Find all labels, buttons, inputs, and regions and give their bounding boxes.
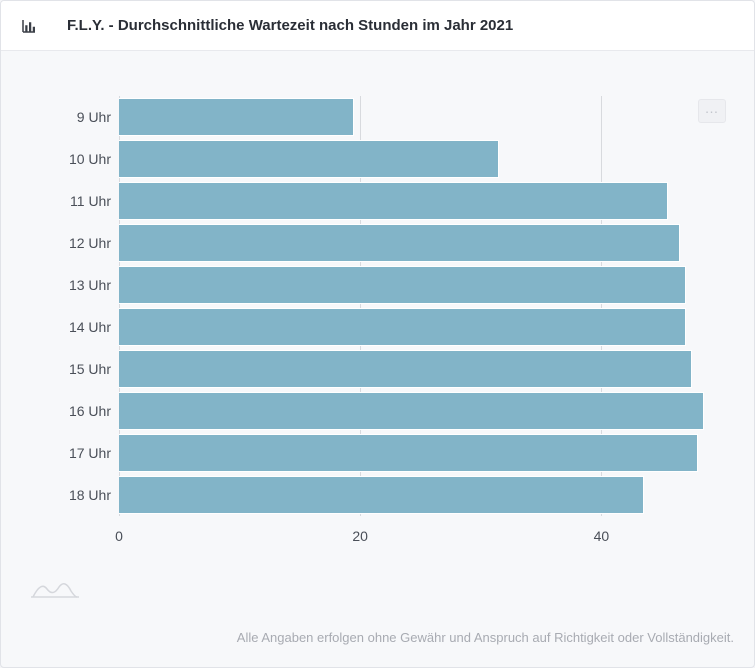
bar-row (119, 434, 722, 473)
x-tick-label: 20 (352, 528, 368, 544)
y-tick-label: 18 Uhr (31, 487, 111, 503)
chart-title: F.L.Y. - Durchschnittliche Wartezeit nac… (67, 17, 513, 34)
reset-zoom-icon[interactable] (31, 577, 79, 599)
bar[interactable] (119, 350, 692, 389)
y-tick-label: 11 Uhr (31, 193, 111, 209)
chart-area: 0 20 40 9 Uhr 10 Uhr 11 Uhr 12 Uhr 13 Uhr 14 Uhr… (31, 96, 734, 566)
chart-card: F.L.Y. - Durchschnittliche Wartezeit nac… (0, 0, 755, 668)
bar[interactable] (119, 98, 354, 137)
bar-row (119, 182, 722, 221)
y-tick-label: 14 Uhr (31, 319, 111, 335)
card-header: F.L.Y. - Durchschnittliche Wartezeit nac… (1, 1, 754, 51)
chart-menu-button[interactable]: … (698, 99, 726, 123)
x-tick-label: 40 (594, 528, 610, 544)
y-tick-label: 15 Uhr (31, 361, 111, 377)
bar-row (119, 476, 722, 515)
bar-chart-icon (19, 16, 39, 36)
bar-row (119, 308, 722, 347)
bar[interactable] (119, 182, 668, 221)
bar[interactable] (119, 266, 686, 305)
bar-row (119, 224, 722, 263)
y-tick-label: 16 Uhr (31, 403, 111, 419)
bar-row (119, 392, 722, 431)
y-tick-label: 13 Uhr (31, 277, 111, 293)
bar-row (119, 98, 722, 137)
bar[interactable] (119, 140, 499, 179)
y-tick-label: 10 Uhr (31, 151, 111, 167)
y-tick-label: 17 Uhr (31, 445, 111, 461)
bar[interactable] (119, 308, 686, 347)
bar-row (119, 266, 722, 305)
plot-area (119, 96, 722, 516)
bar[interactable] (119, 476, 644, 515)
bar-row (119, 140, 722, 179)
y-tick-label: 9 Uhr (31, 109, 111, 125)
y-tick-label: 12 Uhr (31, 235, 111, 251)
disclaimer-text: Alle Angaben erfolgen ohne Gewähr und An… (1, 630, 734, 645)
bar[interactable] (119, 392, 704, 431)
bar-row (119, 350, 722, 389)
x-tick-label: 0 (115, 528, 123, 544)
bar[interactable] (119, 434, 698, 473)
bar[interactable] (119, 224, 680, 263)
